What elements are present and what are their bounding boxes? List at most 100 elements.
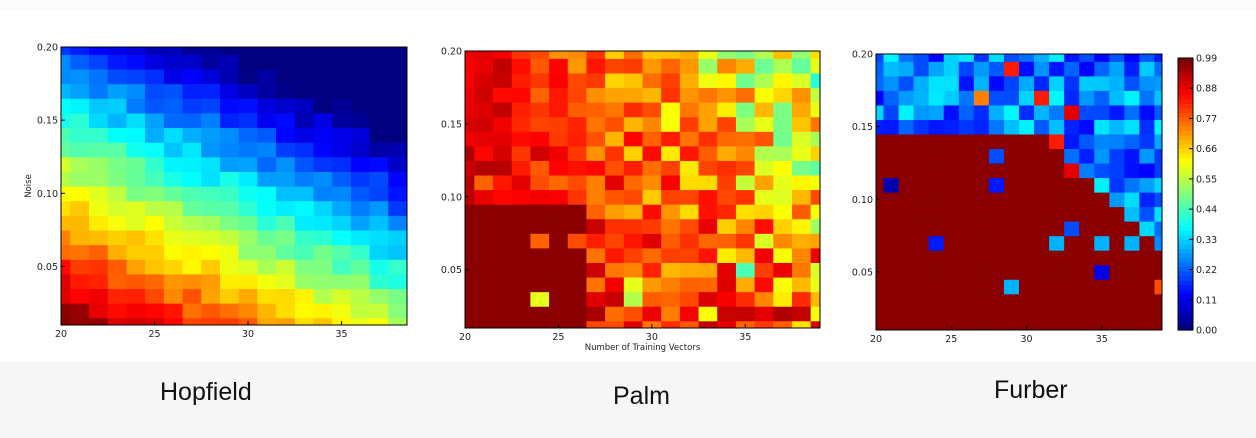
heatmap-cell: [276, 54, 296, 70]
heatmap-cell: [642, 145, 662, 161]
heatmap-cell: [567, 131, 588, 147]
heatmap-cell: [958, 308, 975, 324]
heatmap-cell: [465, 58, 475, 74]
heatmap-cell: [276, 156, 296, 172]
heatmap-cell: [605, 320, 625, 328]
colorbar-segment: [1178, 162, 1193, 168]
heatmap-cells: [465, 51, 820, 328]
heatmap-cell: [294, 98, 315, 114]
heatmap-cell: [388, 229, 407, 246]
x-tick-label: 25: [552, 332, 564, 343]
heatmap-cell: [642, 51, 662, 59]
heatmap-cell: [369, 259, 389, 275]
heatmap-cell: [791, 320, 812, 328]
heatmap-cell: [973, 264, 990, 280]
heatmap-cell: [145, 112, 165, 129]
colorbar-segment: [1178, 243, 1193, 249]
heatmap-cell: [145, 171, 165, 187]
heatmap-cell: [126, 259, 146, 275]
heatmap-cell: [1109, 264, 1125, 280]
heatmap-cell: [530, 160, 550, 176]
heatmap-cell: [605, 276, 625, 293]
heatmap-cell: [369, 317, 389, 325]
heatmap-cell: [973, 133, 990, 150]
heatmap-cell: [238, 200, 258, 216]
heatmap-cell: [791, 247, 812, 263]
heatmap-cell: [257, 215, 277, 231]
heatmap-cell: [493, 72, 513, 89]
heatmap-cell: [313, 244, 333, 260]
heatmap-cell: [89, 127, 109, 143]
heatmap-cell: [623, 306, 644, 322]
heatmap-cell: [89, 259, 109, 275]
heatmap-cell: [973, 75, 990, 91]
heatmap-cell: [1139, 104, 1156, 120]
heatmap-cell: [70, 83, 90, 99]
heatmap-cell: [1034, 264, 1050, 280]
heatmap-cell: [876, 54, 885, 62]
heatmap-cell: [958, 75, 975, 91]
colorbar-segment: [1178, 175, 1193, 181]
heatmap-cell: [493, 204, 513, 220]
heatmap-cell: [973, 235, 990, 251]
heatmap-cell: [1079, 104, 1095, 120]
heatmap-cell: [511, 233, 531, 249]
heatmap-cell: [679, 145, 700, 161]
heatmap-cell: [973, 221, 990, 237]
heatmap-cell: [810, 145, 820, 161]
heatmap-cell: [276, 229, 296, 246]
heatmap-cell: [276, 47, 296, 55]
heatmap-cell: [586, 262, 606, 278]
heatmap-cell: [988, 264, 1005, 280]
top-band: [0, 0, 1256, 10]
heatmap-cell: [549, 87, 569, 103]
heatmap-cell: [1094, 177, 1110, 193]
heatmap-cell: [1124, 250, 1141, 266]
heatmap-cell: [642, 87, 662, 103]
heatmap-cell: [898, 206, 915, 222]
colorbar-segment: [1178, 293, 1193, 299]
heatmap-cell: [1019, 206, 1035, 222]
heatmap-cell: [276, 68, 296, 85]
heatmap-cell: [898, 119, 915, 135]
heatmap-cell: [369, 200, 389, 216]
heatmap-cell: [465, 291, 475, 307]
heatmap-cell: [294, 127, 315, 143]
heatmap-cell: [810, 102, 820, 118]
caption-furber: Furber: [994, 376, 1068, 404]
heatmap-cell: [549, 233, 569, 249]
heatmap-cell: [219, 215, 240, 231]
y-tick-label: 0.15: [852, 122, 873, 133]
heatmap-cell: [1049, 293, 1065, 309]
heatmap-cell: [791, 87, 812, 103]
heatmap-cell: [313, 317, 333, 325]
heatmap-cell: [698, 87, 718, 103]
colorbar-segment: [1178, 271, 1193, 277]
heatmap-cell: [276, 215, 296, 231]
heatmap-cell: [163, 317, 184, 325]
heatmap-cell: [754, 145, 774, 161]
heatmap-cell: [717, 51, 737, 59]
heatmap-cell: [238, 303, 258, 319]
x-tick-label: 35: [739, 332, 751, 343]
heatmap-cell: [642, 72, 662, 89]
heatmap-cell: [943, 75, 960, 91]
heatmap-cell: [61, 200, 71, 216]
heatmap-cell: [1124, 119, 1141, 135]
heatmap-cell: [876, 75, 885, 91]
heatmap-cell: [1079, 54, 1095, 62]
heatmap-cell: [201, 54, 221, 70]
heatmap-cell: [567, 306, 588, 322]
heatmap-cell: [1003, 148, 1020, 164]
heatmap-cell: [810, 116, 820, 132]
heatmap-cell: [810, 233, 820, 249]
heatmap-cell: [332, 156, 352, 172]
heatmap-cell: [369, 215, 389, 231]
heatmap-cell: [698, 72, 718, 89]
heatmap-cell: [623, 189, 644, 205]
heatmap-cell: [642, 116, 662, 132]
heatmap-cell: [1079, 61, 1095, 77]
heatmap-cell: [511, 204, 531, 220]
heatmap-cell: [1003, 61, 1020, 77]
heatmap-cell: [1124, 75, 1141, 91]
